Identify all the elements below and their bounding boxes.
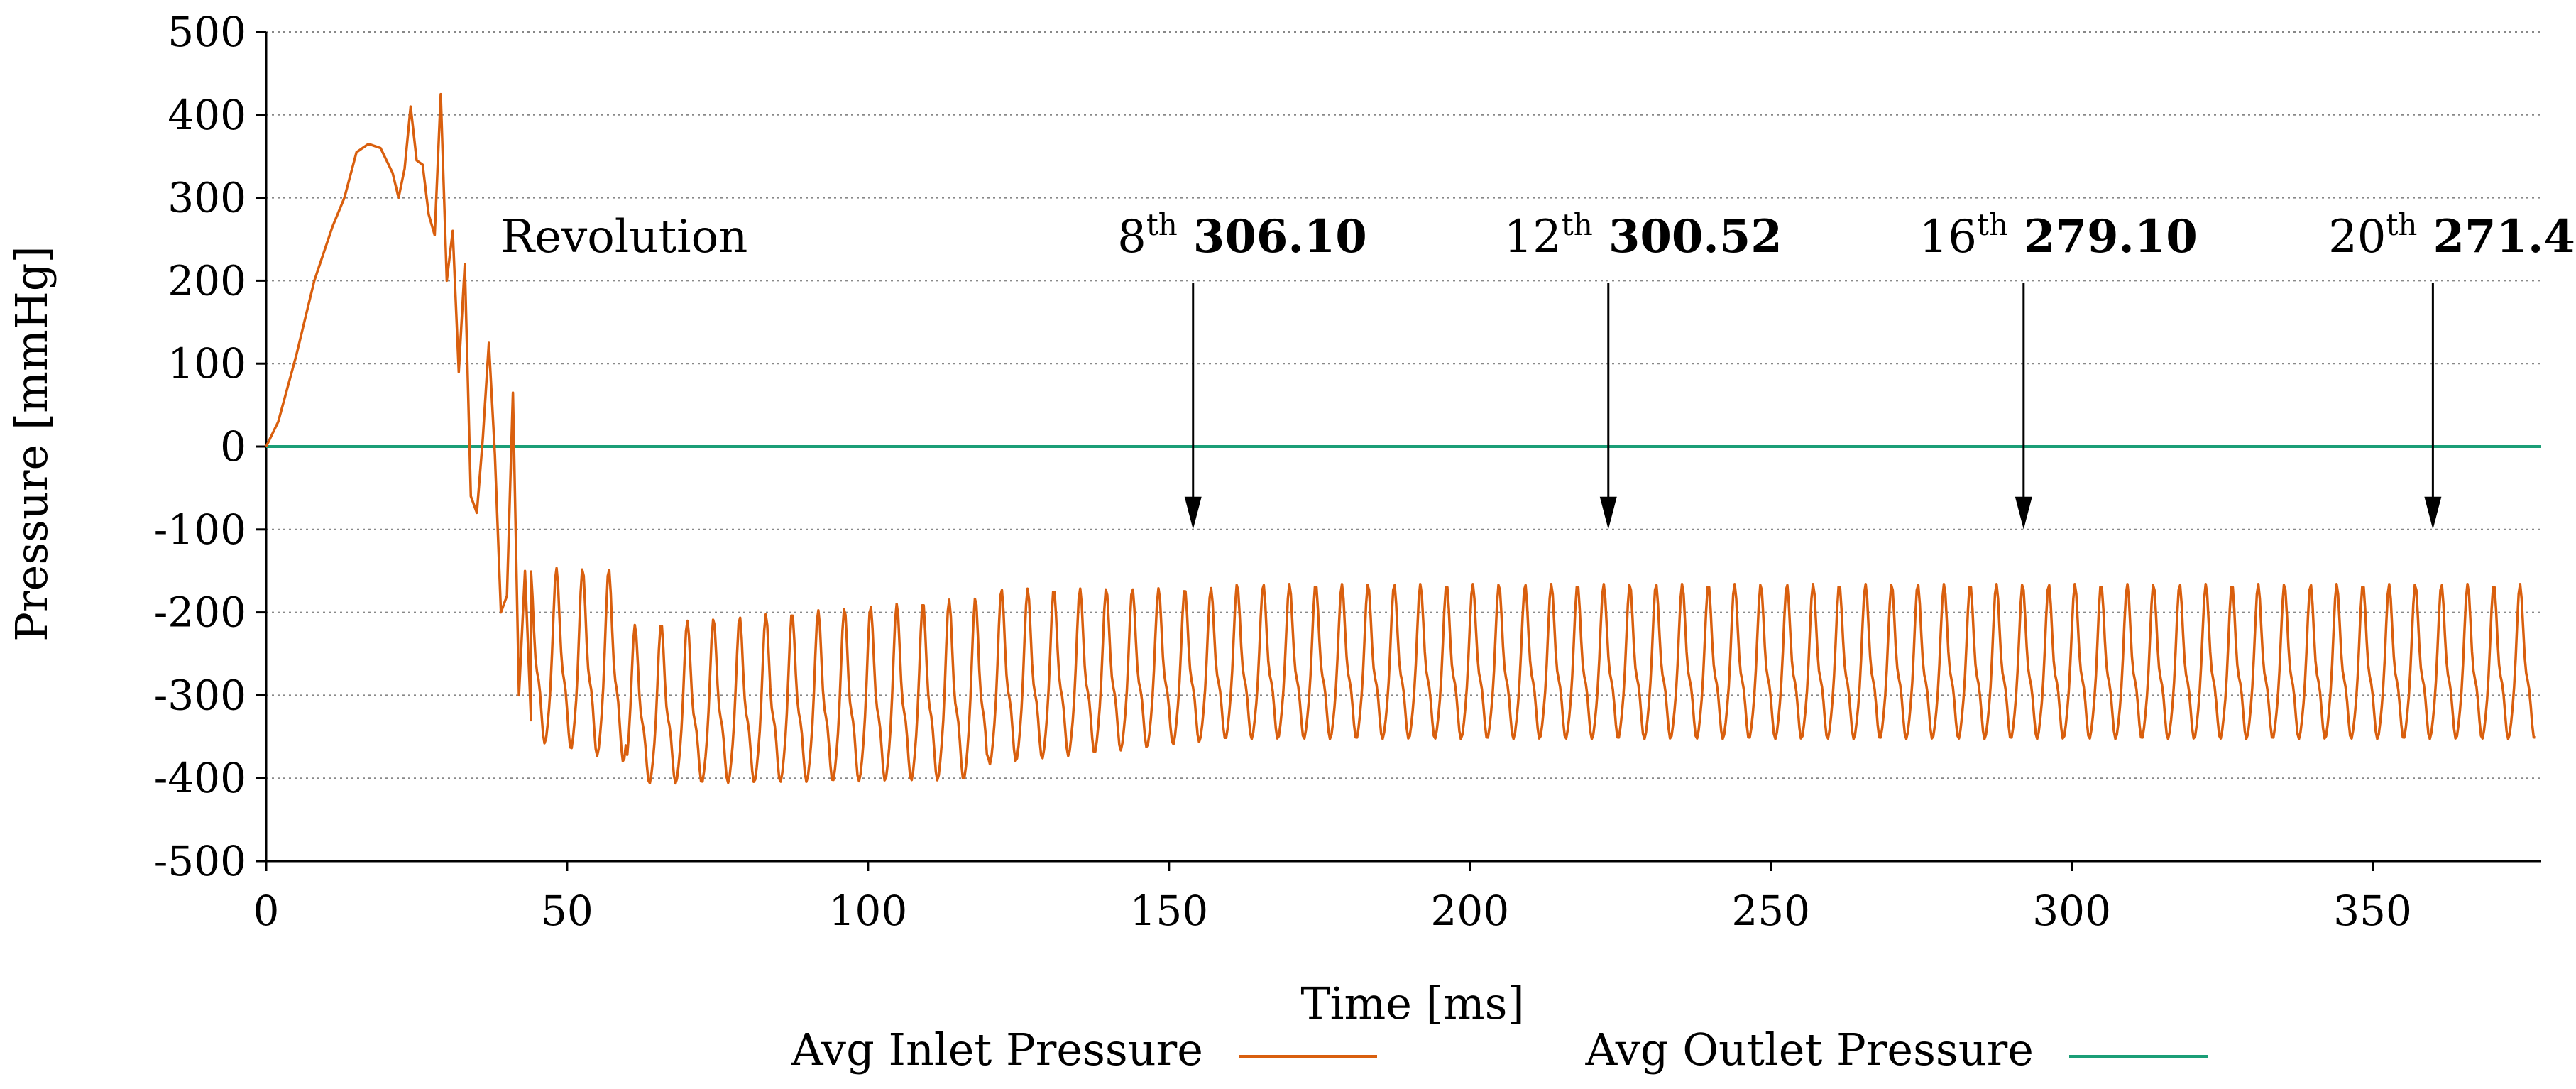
y-tick-label: -400	[154, 754, 246, 802]
annotation-arrow-head	[1599, 496, 1617, 530]
legend-label-inlet: Avg Inlet Pressure	[791, 1024, 1203, 1076]
annotation-label: 20th 271.46	[2328, 207, 2576, 263]
annotation-arrow-head	[1184, 496, 1202, 530]
annotation-label: 8th 306.10	[1117, 207, 1367, 263]
annotation-value: 306.10	[1193, 210, 1367, 263]
annotation-revolution-label: Revolution	[500, 211, 747, 263]
x-tick-label: 100	[829, 887, 908, 935]
annotation-label: 12th 300.52	[1503, 207, 1782, 263]
annotation-ordinal-suffix: th	[2386, 207, 2418, 242]
annotation-revolution-8: 8th 306.10	[1117, 207, 1367, 530]
annotation-label: 16th 279.10	[1919, 207, 2198, 263]
x-tick-label: 50	[541, 887, 593, 935]
annotation-arrow-head	[2015, 496, 2032, 530]
x-tick-label: 350	[2333, 887, 2412, 935]
legend-label-outlet: Avg Outlet Pressure	[1585, 1024, 2034, 1076]
annotation-arrow-head	[2424, 496, 2442, 530]
x-tick-label: 150	[1129, 887, 1208, 935]
series-layer	[265, 92, 2541, 785]
x-tick-label: 200	[1430, 887, 1509, 935]
y-tick-label: 500	[168, 8, 246, 56]
y-tick-label: -200	[154, 589, 246, 637]
y-axis-title: Pressure [mmHg]	[6, 246, 57, 641]
y-tick-label: -500	[154, 837, 246, 885]
annotation-ordinal-suffix: th	[1977, 207, 2008, 242]
y-tick-label: 300	[168, 174, 246, 222]
y-tick-label: -100	[154, 505, 246, 554]
y-tick-label: 0	[220, 422, 246, 471]
y-tick-label: 400	[168, 91, 246, 139]
annotation-revolution-16: 16th 279.10	[1919, 207, 2198, 530]
annotation-value: 300.52	[1608, 210, 1782, 263]
annotation-revolution-20: 20th 271.46	[2328, 207, 2576, 530]
y-tick-label: 200	[168, 256, 246, 305]
y-tick-label: 100	[168, 339, 246, 388]
annotation-ordinal: 16	[1919, 211, 1977, 263]
y-tick-label: -300	[154, 671, 246, 719]
annotation-value: 271.46	[2433, 210, 2576, 263]
annotation-ordinal-suffix: th	[1146, 207, 1178, 242]
annotations: Revolution 8th 306.10 12th 300.52 16th 279.10 2…	[500, 207, 2576, 530]
x-tick-label: 250	[1731, 887, 1810, 935]
x-axis-title: Time [ms]	[1300, 978, 1524, 1029]
annotation-ordinal-suffix: th	[1562, 207, 1593, 242]
annotation-ordinal: 12	[1503, 211, 1561, 263]
annotation-value: 279.10	[2024, 210, 2198, 263]
legend: Avg Inlet Pressure Avg Outlet Pressure	[791, 1024, 2208, 1076]
annotation-ordinal: 8	[1117, 211, 1146, 263]
annotation-ordinal: 20	[2328, 211, 2386, 263]
x-tick-label: 0	[253, 887, 280, 935]
annotation-revolution-12: 12th 300.52	[1503, 207, 1782, 530]
x-tick-label: 300	[2032, 887, 2111, 935]
series-line-inlet	[265, 92, 2536, 785]
